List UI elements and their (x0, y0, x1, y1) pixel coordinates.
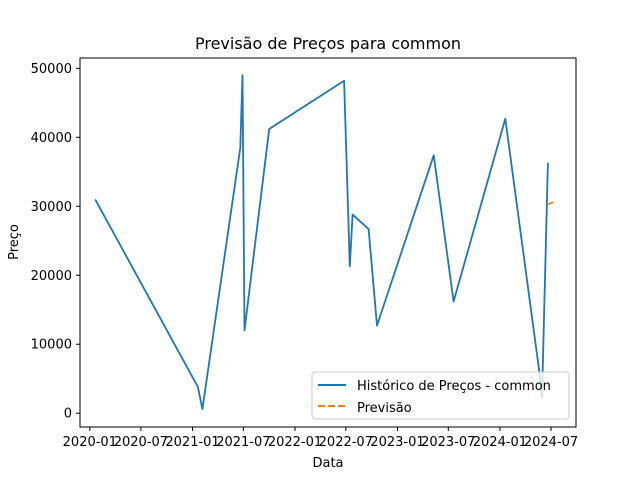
x-tick-label: 2021-07 (216, 435, 270, 450)
x-axis-title: Data (312, 456, 343, 471)
series-line-1 (547, 201, 554, 206)
x-tick-label: 2022-01 (268, 435, 322, 450)
x-tick-label: 2023-01 (370, 435, 424, 450)
legend-label-previsao: Previsão (357, 401, 412, 416)
y-tick-label: 0 (64, 407, 72, 422)
plot-frame (79, 57, 577, 428)
series-line-0 (94, 74, 549, 411)
x-tick-label: 2022-07 (319, 435, 373, 450)
x-tick-label: 2020-07 (114, 435, 168, 450)
x-axis-ticks: 2020-012020-072021-012021-072022-012022-… (63, 427, 578, 450)
legend: Histórico de Preços - common Previsão (311, 371, 570, 420)
x-tick-label: 2021-01 (165, 435, 219, 450)
x-tick-label: 2023-07 (421, 435, 475, 450)
legend-box (311, 371, 570, 420)
x-tick-label: 2024-07 (524, 435, 578, 450)
plot-lines (94, 74, 554, 411)
y-tick-label: 10000 (31, 338, 72, 353)
y-axis-title: Preço (7, 224, 22, 260)
legend-label-historico: Histórico de Preços - common (357, 379, 551, 394)
x-tick-label: 2024-01 (473, 435, 527, 450)
y-tick-label: 30000 (31, 200, 72, 215)
chart-title: Previsão de Preços para common (195, 34, 461, 53)
y-tick-label: 20000 (31, 269, 72, 284)
y-tick-label: 50000 (31, 62, 72, 77)
x-tick-label: 2020-01 (63, 435, 117, 450)
y-tick-label: 40000 (31, 131, 72, 146)
y-axis-ticks: 0 10000 20000 30000 40000 50000 (31, 62, 80, 422)
